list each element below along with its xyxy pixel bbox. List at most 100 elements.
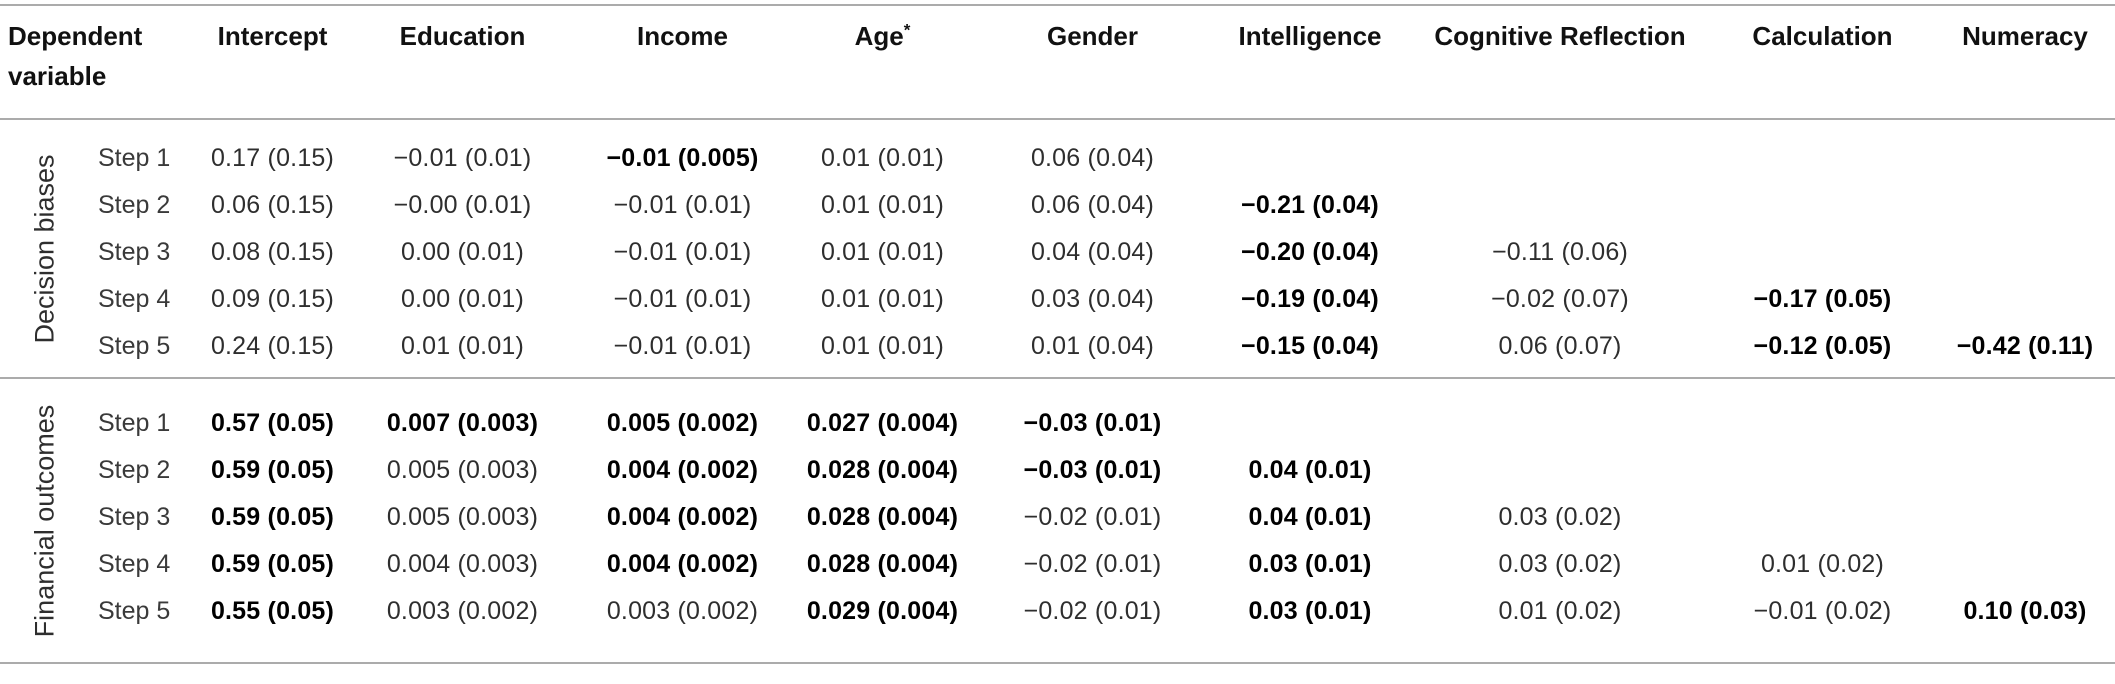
table-top-rule bbox=[0, 4, 2115, 6]
cell-education: 0.00 (0.01) bbox=[400, 238, 525, 266]
table-row: Step 1 0.57 (0.05) 0.007 (0.003) 0.005 (0.0… bbox=[0, 400, 2115, 447]
step-label: Step 4 bbox=[98, 285, 171, 313]
cell-intelligence: 0.04 (0.01) bbox=[1248, 503, 1372, 531]
col-header-age: Age* bbox=[790, 16, 975, 56]
cell-intercept: 0.55 (0.05) bbox=[210, 597, 335, 625]
cell-education: 0.007 (0.003) bbox=[386, 409, 539, 437]
cell-intelligence: −0.19 (0.04) bbox=[1241, 285, 1379, 313]
cell-income: 0.004 (0.002) bbox=[606, 456, 759, 484]
col-header-education: Education bbox=[350, 16, 575, 56]
cell-age: 0.028 (0.004) bbox=[806, 503, 959, 531]
table-header-row: Dependent variable Intercept Education Inco… bbox=[0, 6, 2115, 118]
cell-intercept: 0.09 (0.15) bbox=[210, 285, 335, 313]
col-header-calculation: Calculation bbox=[1710, 16, 1935, 56]
cell-numeracy: −0.42 (0.11) bbox=[1956, 332, 2094, 360]
cell-intercept: 0.06 (0.15) bbox=[210, 191, 335, 219]
cell-age: 0.01 (0.01) bbox=[820, 144, 945, 172]
cell-education: 0.005 (0.003) bbox=[386, 456, 539, 484]
cell-income: 0.005 (0.002) bbox=[606, 409, 759, 437]
col-header-intelligence: Intelligence bbox=[1210, 16, 1410, 56]
cell-cognitive_reflection: −0.02 (0.07) bbox=[1491, 285, 1629, 313]
col-header-label: Education bbox=[399, 21, 526, 51]
step-label: Step 3 bbox=[98, 503, 171, 531]
cell-calculation: −0.01 (0.02) bbox=[1753, 597, 1892, 625]
cell-gender: −0.03 (0.01) bbox=[1023, 456, 1162, 484]
step-label: Step 5 bbox=[98, 332, 171, 360]
cell-gender: 0.06 (0.04) bbox=[1030, 191, 1155, 219]
cell-intelligence: −0.20 (0.04) bbox=[1241, 238, 1379, 266]
cell-calculation: 0.01 (0.02) bbox=[1760, 550, 1885, 578]
section-decision-biases: Decision biases Step 1 0.17 (0.15) −0.01 (0… bbox=[0, 120, 2115, 377]
table-bottom-rule bbox=[0, 662, 2115, 664]
col-header-label: Intercept bbox=[217, 21, 328, 51]
cell-age: 0.01 (0.01) bbox=[820, 191, 945, 219]
table-row: Step 5 0.24 (0.15) 0.01 (0.01) −0.01 (0.01)… bbox=[0, 323, 2115, 370]
cell-education: −0.00 (0.01) bbox=[393, 191, 532, 219]
cell-age: 0.029 (0.004) bbox=[806, 597, 959, 625]
col-header-income: Income bbox=[575, 16, 790, 56]
cell-education: −0.01 (0.01) bbox=[393, 144, 532, 172]
col-header-label: Cognitive Reflection bbox=[1434, 21, 1686, 51]
col-header-label: Numeracy bbox=[1962, 21, 2088, 51]
cell-income: −0.01 (0.005) bbox=[606, 144, 759, 172]
table-row: Step 5 0.55 (0.05) 0.003 (0.002) 0.003 (0.0… bbox=[0, 588, 2115, 635]
cell-cognitive_reflection: −0.11 (0.06) bbox=[1491, 238, 1629, 266]
cell-education: 0.01 (0.01) bbox=[400, 332, 525, 360]
cell-intercept: 0.57 (0.05) bbox=[210, 409, 335, 437]
cell-intercept: 0.59 (0.05) bbox=[210, 456, 335, 484]
step-label: Step 1 bbox=[98, 409, 171, 437]
col-header-intercept: Intercept bbox=[195, 16, 350, 56]
cell-intercept: 0.59 (0.05) bbox=[210, 550, 335, 578]
cell-income: 0.004 (0.002) bbox=[606, 503, 759, 531]
cell-numeracy: 0.10 (0.03) bbox=[1963, 597, 2087, 625]
cell-cognitive_reflection: 0.03 (0.02) bbox=[1498, 503, 1622, 531]
cell-cognitive_reflection: 0.06 (0.07) bbox=[1498, 332, 1622, 360]
header-asterisk: * bbox=[903, 20, 911, 40]
cell-education: 0.003 (0.002) bbox=[386, 597, 539, 625]
cell-gender: 0.04 (0.04) bbox=[1030, 238, 1155, 266]
cell-income: −0.01 (0.01) bbox=[613, 238, 752, 266]
col-header-numeracy: Numeracy bbox=[1935, 16, 2115, 56]
header-bottom-rule bbox=[0, 118, 2115, 120]
cell-age: 0.028 (0.004) bbox=[806, 456, 959, 484]
cell-intelligence: 0.03 (0.01) bbox=[1248, 550, 1372, 578]
cell-education: 0.005 (0.003) bbox=[386, 503, 539, 531]
cell-education: 0.00 (0.01) bbox=[400, 285, 525, 313]
col-header-label: Income bbox=[636, 21, 729, 51]
cell-age: 0.01 (0.01) bbox=[820, 285, 945, 313]
col-header-gender: Gender bbox=[975, 16, 1210, 56]
regression-results-table: Dependent variable Intercept Education Inco… bbox=[0, 4, 2115, 664]
cell-income: −0.01 (0.01) bbox=[613, 191, 752, 219]
cell-age: 0.028 (0.004) bbox=[806, 550, 959, 578]
table-row: Step 3 0.08 (0.15) 0.00 (0.01) −0.01 (0.01)… bbox=[0, 229, 2115, 276]
cell-gender: −0.02 (0.01) bbox=[1023, 597, 1162, 625]
cell-gender: 0.03 (0.04) bbox=[1030, 285, 1155, 313]
table-row: Step 4 0.59 (0.05) 0.004 (0.003) 0.004 (0.0… bbox=[0, 541, 2115, 588]
cell-cognitive_reflection: 0.03 (0.02) bbox=[1498, 550, 1622, 578]
cell-age: 0.01 (0.01) bbox=[820, 238, 945, 266]
cell-gender: −0.02 (0.01) bbox=[1023, 550, 1162, 578]
step-label: Step 2 bbox=[98, 456, 171, 484]
col-header-cognitive_reflection: Cognitive Reflection bbox=[1410, 16, 1710, 56]
table-row: Step 3 0.59 (0.05) 0.005 (0.003) 0.004 (0.0… bbox=[0, 494, 2115, 541]
cell-calculation: −0.12 (0.05) bbox=[1753, 332, 1892, 360]
table-row: Step 1 0.17 (0.15) −0.01 (0.01) −0.01 (0.00… bbox=[0, 135, 2115, 182]
cell-intelligence: −0.15 (0.04) bbox=[1241, 332, 1379, 360]
col-header-label: Intelligence bbox=[1238, 21, 1382, 51]
cell-calculation: −0.17 (0.05) bbox=[1753, 285, 1892, 313]
cell-education: 0.004 (0.003) bbox=[386, 550, 539, 578]
step-label: Step 1 bbox=[98, 144, 171, 172]
cell-intercept: 0.17 (0.15) bbox=[210, 144, 335, 172]
col-header-label: Gender bbox=[1046, 21, 1139, 51]
cell-income: −0.01 (0.01) bbox=[613, 285, 752, 313]
cell-gender: 0.01 (0.04) bbox=[1030, 332, 1155, 360]
table-row: Step 2 0.06 (0.15) −0.00 (0.01) −0.01 (0.01… bbox=[0, 182, 2115, 229]
cell-intercept: 0.59 (0.05) bbox=[210, 503, 335, 531]
step-label: Step 5 bbox=[98, 597, 171, 625]
table-row: Step 4 0.09 (0.15) 0.00 (0.01) −0.01 (0.01)… bbox=[0, 276, 2115, 323]
cell-intelligence: −0.21 (0.04) bbox=[1241, 191, 1379, 219]
col-header-dependent: Dependent variable bbox=[0, 16, 195, 96]
col-header-label: Age bbox=[854, 21, 904, 51]
section-divider-rule bbox=[0, 377, 2115, 379]
step-label: Step 3 bbox=[98, 238, 171, 266]
